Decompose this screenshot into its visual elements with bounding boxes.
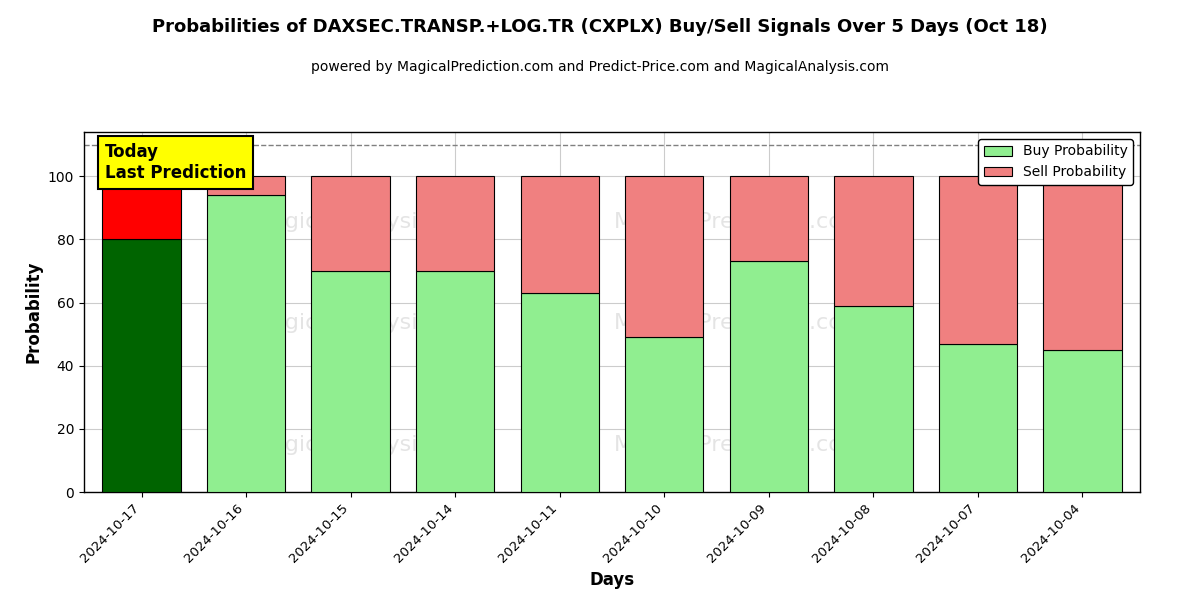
Bar (416, 271, 494, 492)
Y-axis label: Probability: Probability (24, 261, 42, 363)
Bar (416, 176, 494, 271)
Bar (206, 195, 286, 492)
Text: MagicalAnalysis.com: MagicalAnalysis.com (253, 435, 485, 455)
Bar (625, 337, 703, 492)
Bar (834, 305, 912, 492)
Bar (1043, 350, 1122, 492)
X-axis label: Days: Days (589, 571, 635, 589)
Text: MagicalPrediction.com: MagicalPrediction.com (613, 435, 864, 455)
Bar (102, 239, 181, 492)
Bar (206, 176, 286, 195)
Bar (521, 176, 599, 293)
Bar (102, 176, 181, 239)
Bar (834, 176, 912, 305)
Bar (521, 293, 599, 492)
Text: powered by MagicalPrediction.com and Predict-Price.com and MagicalAnalysis.com: powered by MagicalPrediction.com and Pre… (311, 60, 889, 74)
Bar (938, 176, 1018, 344)
Bar (938, 344, 1018, 492)
Bar (312, 176, 390, 271)
Legend: Buy Probability, Sell Probability: Buy Probability, Sell Probability (978, 139, 1133, 185)
Text: Today
Last Prediction: Today Last Prediction (104, 143, 246, 182)
Bar (730, 176, 808, 262)
Bar (312, 271, 390, 492)
Text: MagicalPrediction.com: MagicalPrediction.com (613, 313, 864, 333)
Bar (625, 176, 703, 337)
Text: MagicalAnalysis.com: MagicalAnalysis.com (253, 313, 485, 333)
Text: MagicalAnalysis.com: MagicalAnalysis.com (253, 212, 485, 232)
Text: MagicalPrediction.com: MagicalPrediction.com (613, 212, 864, 232)
Bar (1043, 176, 1122, 350)
Text: Probabilities of DAXSEC.TRANSP.+LOG.TR (CXPLX) Buy/Sell Signals Over 5 Days (Oct: Probabilities of DAXSEC.TRANSP.+LOG.TR (… (152, 18, 1048, 36)
Bar (730, 262, 808, 492)
